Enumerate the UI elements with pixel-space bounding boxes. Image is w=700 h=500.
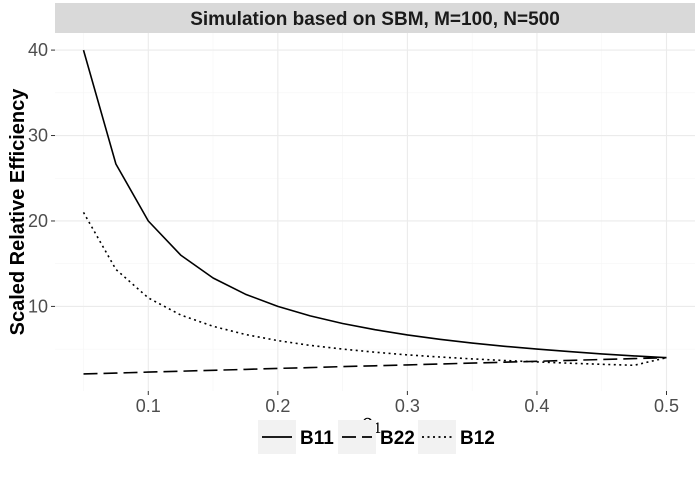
- x-tick-label: 0.1: [136, 396, 161, 416]
- y-tick-label: 30: [28, 126, 48, 146]
- legend: B11 B22 B12: [258, 420, 495, 454]
- x-tick-label: 0.2: [265, 396, 290, 416]
- series-line-b22: [83, 356, 667, 375]
- legend-label-b12: B12: [460, 428, 495, 449]
- y-axis-ticks: 10 20 30 40: [28, 40, 55, 316]
- y-tick-label: 10: [28, 296, 48, 316]
- y-axis-title: Scaled Relative Efficiency: [7, 88, 29, 336]
- strip-background: [55, 3, 695, 33]
- x-axis-ticks: 0.1 0.2 0.3 0.4 0.5: [136, 391, 679, 416]
- x-axis-title-subscript: 1: [373, 421, 382, 437]
- series-layer: [82, 49, 667, 375]
- legend-label-b11: B11: [300, 428, 334, 449]
- series-line-b11: [82, 49, 667, 359]
- grid-major: [55, 33, 695, 391]
- x-tick-label: 0.4: [524, 396, 549, 416]
- y-tick-label: 40: [28, 40, 48, 60]
- legend-label-b22: B22: [380, 428, 415, 449]
- y-tick-label: 20: [28, 211, 48, 231]
- grid-minor: [55, 33, 695, 391]
- x-tick-label: 0.3: [395, 396, 420, 416]
- chart-title: Simulation based on SBM, M=100, N=500: [190, 9, 560, 30]
- x-tick-label: 0.5: [654, 396, 679, 416]
- plot-panel: [55, 33, 695, 391]
